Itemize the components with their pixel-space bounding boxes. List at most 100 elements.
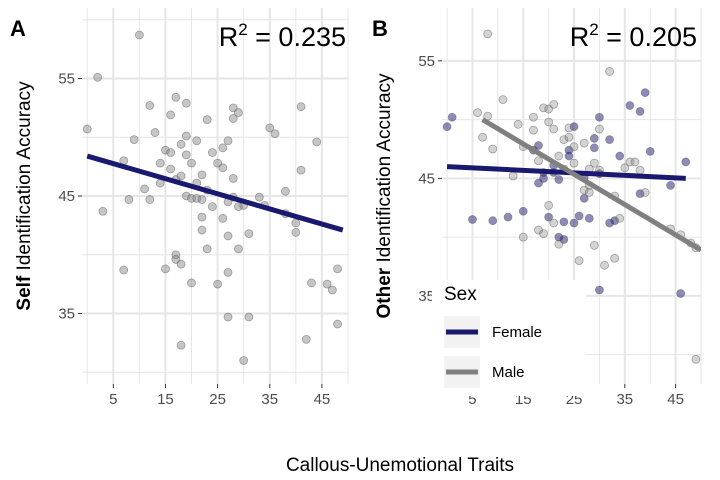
r-squared-base: R: [570, 22, 590, 52]
scatter-point: [223, 231, 233, 241]
scatter-point: [197, 212, 207, 222]
scatter-point: [155, 158, 165, 168]
y-axis-title-bold: Other: [374, 267, 395, 318]
scatter-point: [529, 125, 538, 135]
scatter-point: [202, 115, 212, 125]
y-axis-title: Self Identification Accuracy: [14, 81, 35, 311]
scatter-point: [223, 267, 233, 277]
scatter-point: [265, 123, 275, 133]
scatter-point: [564, 123, 574, 133]
scatter-point: [207, 148, 217, 157]
scatter-point: [291, 228, 301, 237]
r-squared-label: R2 = 0.235: [219, 20, 346, 52]
scatter-point: [197, 195, 207, 204]
scatter-point: [202, 244, 212, 254]
scatter-point: [569, 122, 579, 132]
y-tick-label: 35: [58, 306, 75, 323]
scatter-point: [589, 158, 599, 168]
y-tick-label: 45: [418, 170, 435, 187]
scatter-point: [539, 229, 548, 239]
scatter-point: [605, 135, 614, 145]
scatter-point: [473, 108, 482, 117]
scatter-point: [610, 216, 620, 226]
scatter-point: [281, 186, 290, 196]
scatter-point: [176, 340, 186, 350]
scatter-point: [518, 206, 528, 216]
scatter-point: [223, 136, 233, 146]
scatter-point: [218, 163, 228, 173]
scatter-point: [327, 285, 337, 295]
scatter-point: [574, 256, 584, 266]
scatter-point: [161, 145, 170, 155]
scatter-point: [322, 279, 332, 289]
scatter-point: [534, 141, 543, 150]
scatter-point: [447, 112, 457, 122]
scatter-point: [291, 218, 301, 228]
scatter-point: [119, 265, 129, 275]
scatter-point: [228, 173, 238, 183]
scatter-point: [218, 213, 228, 223]
r-squared-value: = 0.235: [248, 22, 346, 52]
scatter-point: [625, 101, 635, 110]
scatter-point: [488, 216, 498, 226]
y-tick-label: 35: [418, 288, 435, 305]
scatter-point: [176, 259, 186, 269]
regression-line: [481, 117, 701, 253]
scatter-point: [666, 181, 675, 190]
scatter-point: [442, 122, 452, 132]
scatter-point: [635, 189, 645, 199]
y-axis-title-bold: Self: [14, 275, 35, 311]
scatter-point: [625, 157, 635, 167]
scatter-point: [645, 146, 655, 156]
scatter-point: [600, 260, 609, 270]
scatter-point: [176, 171, 186, 181]
scatter-point: [595, 124, 604, 134]
scatter-point: [223, 312, 233, 322]
scatter-point: [544, 212, 554, 222]
scatter-point: [234, 202, 243, 211]
scatter-point: [228, 114, 238, 123]
scatter-point: [312, 137, 322, 147]
scatter-point: [296, 165, 306, 175]
scatter-point: [82, 124, 92, 134]
y-tick-label: 55: [58, 71, 75, 88]
scatter-point: [589, 143, 599, 153]
scatter-point: [559, 135, 569, 145]
scatter-point: [630, 157, 640, 167]
scatter-point: [166, 110, 176, 120]
scatter-point: [589, 134, 599, 143]
scatter-point: [166, 164, 176, 174]
scatter-point: [166, 148, 176, 157]
r-squared-label: R2 = 0.205: [570, 20, 697, 52]
r-squared-exponent: 2: [238, 20, 247, 39]
scatter-point: [595, 285, 604, 295]
panel-tag: A: [10, 16, 26, 41]
scatter-point: [197, 170, 207, 180]
scatter-point: [234, 244, 243, 254]
scatter-point: [498, 95, 508, 105]
x-tick-label: 35: [261, 391, 278, 408]
scatter-point: [181, 98, 191, 108]
scatter-point: [192, 136, 202, 146]
scatter-point: [610, 253, 620, 263]
fit-lines: [446, 117, 701, 253]
scatter-point: [539, 103, 548, 113]
scatter-point: [508, 171, 518, 181]
scatter-point: [124, 195, 134, 204]
scatter-point: [554, 151, 564, 161]
regression-line: [86, 153, 344, 233]
scatter-point: [544, 200, 554, 210]
r-squared-exponent: 2: [589, 20, 598, 39]
scatter-point: [518, 232, 528, 242]
scatter-point: [171, 250, 181, 260]
scatter-point: [239, 356, 249, 365]
scatter-point: [605, 67, 614, 76]
scatter-point: [513, 119, 523, 129]
y-tick-label: 45: [58, 188, 75, 205]
scatter-point: [564, 132, 574, 142]
scatter-point: [615, 213, 625, 223]
scatter-point: [197, 225, 207, 235]
